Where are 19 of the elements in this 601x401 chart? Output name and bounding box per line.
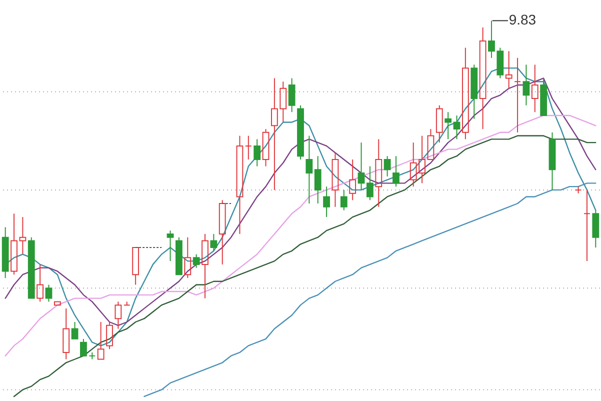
candlestick — [254, 138, 261, 167]
annotation: 9.83 — [508, 12, 536, 28]
candlestick — [531, 64, 538, 113]
candlestick — [444, 112, 452, 140]
candlestick — [332, 152, 339, 208]
candlestick — [514, 57, 521, 133]
candlestick — [479, 26, 486, 130]
candlestick — [584, 189, 590, 262]
candlestick — [314, 156, 322, 204]
candlestick — [236, 135, 244, 234]
candlestick — [522, 64, 530, 106]
candlestick — [2, 226, 9, 278]
candlestick — [323, 186, 330, 218]
candlestick — [244, 135, 252, 160]
candlestick — [358, 142, 365, 190]
candlestick — [19, 216, 26, 255]
candlestick — [375, 138, 382, 208]
candlestick — [306, 135, 313, 204]
candlestick — [505, 50, 512, 89]
